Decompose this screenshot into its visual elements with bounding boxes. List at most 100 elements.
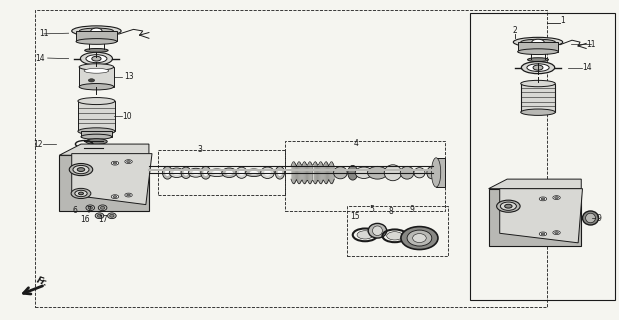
Text: 8: 8: [389, 207, 394, 216]
Bar: [59, 155, 149, 211]
Ellipse shape: [504, 204, 512, 208]
Ellipse shape: [533, 65, 543, 70]
Ellipse shape: [79, 84, 114, 90]
Ellipse shape: [192, 171, 199, 175]
Ellipse shape: [79, 28, 113, 34]
Ellipse shape: [212, 171, 222, 175]
Ellipse shape: [555, 197, 558, 198]
Ellipse shape: [553, 231, 560, 235]
Ellipse shape: [201, 166, 210, 179]
Ellipse shape: [348, 165, 358, 180]
Ellipse shape: [334, 167, 347, 179]
Ellipse shape: [95, 213, 104, 219]
Text: 4: 4: [353, 139, 358, 148]
Ellipse shape: [86, 55, 107, 63]
Bar: [517, 42, 558, 52]
Ellipse shape: [84, 68, 109, 73]
Ellipse shape: [85, 139, 107, 144]
Ellipse shape: [357, 231, 373, 239]
Ellipse shape: [222, 168, 236, 178]
Ellipse shape: [97, 214, 102, 217]
Ellipse shape: [183, 170, 188, 176]
Ellipse shape: [80, 52, 113, 65]
Ellipse shape: [407, 230, 432, 246]
Ellipse shape: [207, 169, 226, 177]
Ellipse shape: [249, 171, 258, 175]
Ellipse shape: [91, 28, 102, 34]
Ellipse shape: [517, 49, 558, 54]
Ellipse shape: [496, 200, 520, 212]
Ellipse shape: [79, 192, 84, 195]
Ellipse shape: [521, 80, 555, 87]
Ellipse shape: [181, 167, 191, 179]
Ellipse shape: [111, 195, 119, 198]
Ellipse shape: [355, 167, 373, 179]
Ellipse shape: [368, 223, 387, 238]
Ellipse shape: [110, 214, 114, 217]
Text: 6: 6: [72, 206, 77, 215]
Ellipse shape: [165, 170, 170, 176]
Ellipse shape: [108, 213, 116, 219]
Text: 11: 11: [586, 40, 595, 49]
Ellipse shape: [73, 165, 89, 174]
Ellipse shape: [245, 169, 262, 177]
Bar: [158, 150, 285, 195]
Ellipse shape: [521, 109, 555, 116]
Ellipse shape: [81, 134, 112, 139]
Ellipse shape: [521, 39, 555, 45]
Ellipse shape: [113, 162, 117, 164]
Text: 15: 15: [350, 212, 360, 221]
Polygon shape: [59, 144, 149, 155]
Ellipse shape: [71, 188, 91, 198]
Text: 14: 14: [582, 63, 592, 72]
Ellipse shape: [541, 233, 545, 235]
Ellipse shape: [500, 202, 516, 210]
Ellipse shape: [127, 194, 131, 196]
Ellipse shape: [553, 196, 560, 199]
Bar: [78, 101, 115, 131]
Ellipse shape: [431, 158, 441, 187]
Ellipse shape: [513, 37, 563, 47]
Text: 17: 17: [98, 215, 108, 224]
Ellipse shape: [163, 166, 172, 179]
Ellipse shape: [100, 206, 105, 209]
Bar: [285, 141, 446, 211]
Text: 11: 11: [39, 29, 49, 38]
Polygon shape: [72, 154, 152, 204]
Text: Fr.: Fr.: [35, 275, 50, 288]
Ellipse shape: [78, 128, 115, 135]
Ellipse shape: [368, 166, 387, 179]
Bar: [76, 31, 117, 42]
Ellipse shape: [527, 58, 548, 61]
Ellipse shape: [77, 168, 85, 172]
Text: 5: 5: [370, 205, 374, 214]
Ellipse shape: [275, 166, 285, 179]
Ellipse shape: [75, 190, 87, 197]
Ellipse shape: [92, 56, 101, 61]
Ellipse shape: [79, 64, 114, 70]
Ellipse shape: [413, 234, 426, 243]
Ellipse shape: [78, 98, 115, 105]
Ellipse shape: [532, 39, 544, 45]
Ellipse shape: [264, 170, 271, 176]
Ellipse shape: [239, 170, 245, 176]
Bar: [488, 189, 581, 246]
Ellipse shape: [111, 161, 119, 165]
Ellipse shape: [113, 196, 117, 197]
Bar: [35, 10, 547, 307]
Ellipse shape: [98, 205, 107, 211]
Ellipse shape: [539, 197, 547, 201]
Polygon shape: [500, 189, 582, 243]
Ellipse shape: [225, 170, 233, 175]
Ellipse shape: [401, 227, 438, 250]
Ellipse shape: [261, 167, 274, 179]
Ellipse shape: [127, 161, 131, 163]
Text: 9: 9: [596, 214, 601, 223]
Ellipse shape: [88, 206, 92, 209]
Bar: [436, 158, 446, 187]
Ellipse shape: [89, 79, 95, 82]
Ellipse shape: [86, 205, 95, 211]
Text: 1: 1: [560, 16, 565, 25]
Ellipse shape: [125, 193, 132, 197]
Ellipse shape: [170, 168, 184, 178]
